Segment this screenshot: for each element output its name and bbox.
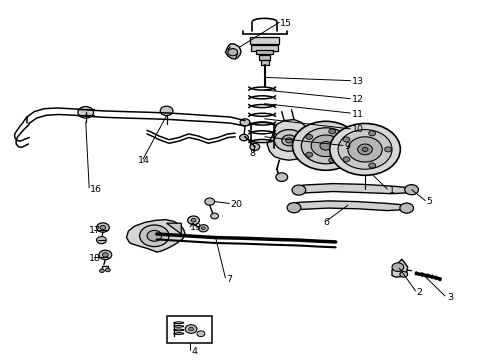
Circle shape: [405, 185, 418, 195]
Circle shape: [311, 135, 341, 157]
Circle shape: [240, 119, 250, 126]
Text: 3: 3: [447, 292, 453, 302]
Circle shape: [211, 213, 219, 219]
Circle shape: [240, 134, 248, 141]
Text: 18: 18: [89, 254, 101, 263]
Text: 11: 11: [352, 109, 364, 118]
Circle shape: [343, 137, 350, 142]
Circle shape: [287, 203, 301, 213]
Circle shape: [292, 185, 306, 195]
Circle shape: [102, 253, 108, 257]
Circle shape: [274, 130, 304, 151]
Circle shape: [329, 129, 336, 134]
Circle shape: [197, 331, 205, 337]
Bar: [251, 45, 278, 51]
Polygon shape: [167, 223, 181, 234]
Circle shape: [343, 143, 350, 148]
Circle shape: [301, 128, 350, 164]
Circle shape: [400, 203, 414, 213]
Text: 8: 8: [249, 149, 255, 158]
Text: 13: 13: [352, 77, 364, 86]
Bar: [261, 60, 269, 65]
Circle shape: [329, 158, 336, 163]
Circle shape: [189, 327, 194, 331]
Circle shape: [185, 325, 197, 333]
Circle shape: [99, 269, 104, 273]
Circle shape: [282, 135, 296, 146]
Text: 5: 5: [426, 197, 432, 206]
Polygon shape: [225, 44, 241, 59]
Polygon shape: [289, 201, 407, 211]
Circle shape: [276, 173, 288, 181]
Text: 12: 12: [352, 95, 364, 104]
Circle shape: [362, 147, 368, 152]
Text: 10: 10: [352, 126, 364, 134]
Polygon shape: [126, 220, 185, 252]
Text: 4: 4: [191, 347, 197, 356]
Circle shape: [330, 123, 400, 175]
Polygon shape: [392, 259, 408, 277]
Circle shape: [400, 271, 408, 277]
Circle shape: [369, 131, 376, 136]
Circle shape: [100, 225, 106, 230]
Bar: [259, 55, 270, 60]
Circle shape: [198, 225, 208, 232]
Circle shape: [160, 106, 173, 116]
Circle shape: [385, 147, 392, 152]
Circle shape: [306, 152, 313, 157]
Text: 15: 15: [280, 19, 292, 28]
Circle shape: [369, 163, 376, 168]
Text: 17: 17: [89, 226, 101, 235]
Polygon shape: [267, 120, 314, 160]
Circle shape: [338, 130, 392, 169]
Circle shape: [293, 121, 359, 170]
Circle shape: [188, 216, 199, 225]
Text: 6: 6: [323, 217, 329, 227]
Circle shape: [320, 141, 332, 150]
Circle shape: [201, 227, 205, 230]
Bar: [256, 50, 273, 54]
Circle shape: [392, 263, 404, 271]
Circle shape: [306, 134, 313, 139]
Bar: [167, 316, 212, 343]
Text: 1: 1: [389, 186, 394, 194]
Circle shape: [140, 225, 169, 247]
Circle shape: [286, 138, 293, 143]
Circle shape: [105, 268, 110, 272]
Text: 20: 20: [230, 199, 242, 209]
Text: 14: 14: [138, 156, 150, 165]
Text: 19: 19: [190, 223, 202, 232]
Circle shape: [191, 219, 196, 222]
Circle shape: [343, 157, 350, 162]
Circle shape: [358, 144, 372, 155]
Text: 2: 2: [416, 288, 422, 297]
Circle shape: [97, 223, 109, 232]
Polygon shape: [294, 184, 412, 194]
Circle shape: [147, 230, 162, 241]
Circle shape: [205, 198, 215, 205]
Circle shape: [97, 237, 106, 244]
Circle shape: [228, 49, 238, 56]
Circle shape: [250, 143, 260, 150]
Circle shape: [348, 137, 382, 162]
Bar: [250, 37, 279, 44]
Circle shape: [78, 107, 94, 118]
Circle shape: [99, 250, 112, 260]
Text: 7: 7: [226, 274, 232, 284]
Text: 9: 9: [344, 142, 350, 151]
Text: 16: 16: [90, 185, 102, 194]
